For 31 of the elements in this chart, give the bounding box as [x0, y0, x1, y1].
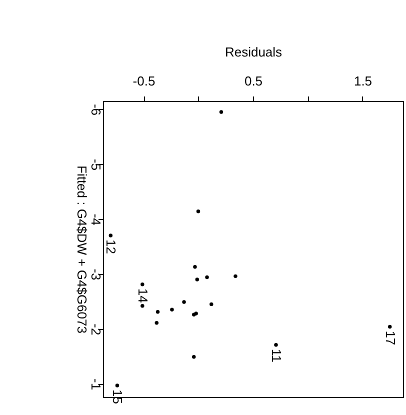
- point: [108, 234, 113, 238]
- x-tick-label: -0.5: [132, 74, 156, 88]
- annotation: 11: [268, 348, 284, 362]
- point: [140, 282, 144, 286]
- y-axis-title: Fitted : G4$DW + G4$G6073: [74, 166, 90, 334]
- point: [156, 310, 160, 314]
- point: [234, 274, 238, 278]
- x-tick-label: 0.5: [244, 74, 263, 88]
- point: [193, 264, 197, 269]
- point: [205, 275, 209, 280]
- y-tick-label: -1: [88, 378, 104, 390]
- point: [210, 302, 214, 306]
- point: [115, 384, 120, 388]
- point: [388, 324, 392, 329]
- y-tick-label: -6: [88, 104, 104, 116]
- x-axis-title: Residuals: [224, 44, 283, 60]
- point: [170, 308, 174, 312]
- annotation: 14: [135, 288, 150, 303]
- annotation: 17: [382, 330, 398, 346]
- point: [219, 110, 224, 114]
- point: [182, 300, 186, 304]
- point: [140, 304, 144, 308]
- annotation: 12: [104, 240, 119, 254]
- point: [274, 342, 278, 347]
- point: [196, 210, 200, 214]
- point: [195, 278, 200, 282]
- x-tick-label: 1.5: [354, 74, 372, 88]
- y-tick-label: -5: [88, 158, 104, 170]
- point: [192, 355, 196, 359]
- y-tick-label: -4: [88, 214, 104, 226]
- point: [154, 320, 159, 325]
